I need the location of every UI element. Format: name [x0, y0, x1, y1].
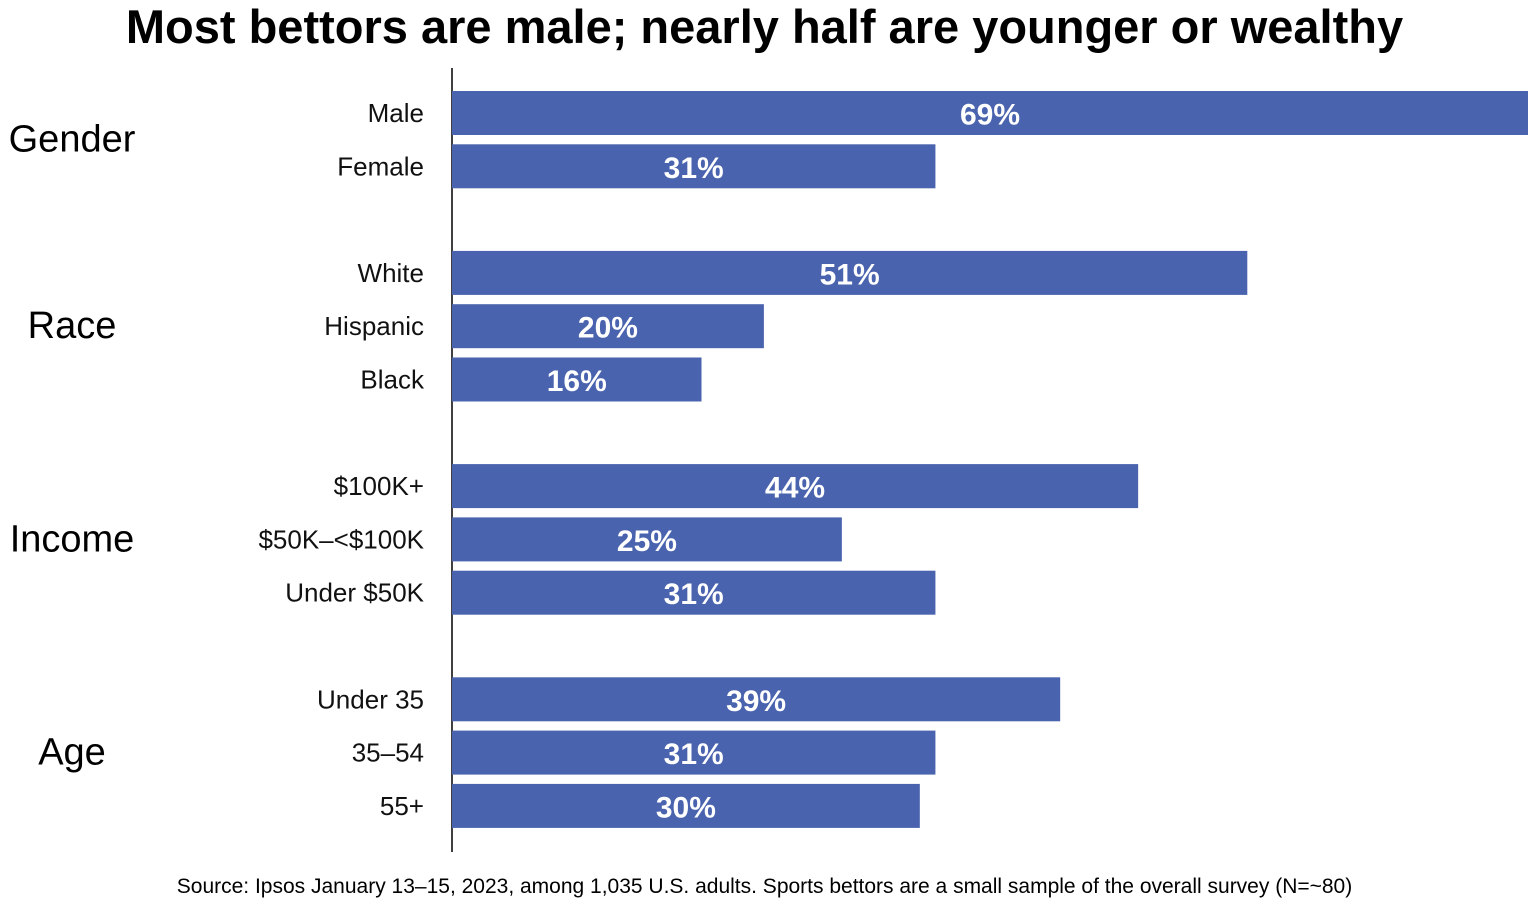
- bar: [452, 730, 936, 775]
- category-label: 35–54: [352, 738, 424, 768]
- bar-value-label: 39%: [726, 685, 786, 718]
- bar-value-label: 31%: [664, 152, 724, 185]
- bar-value-label: 44%: [765, 472, 825, 505]
- bar-value-label: 30%: [656, 791, 716, 824]
- bar: [452, 144, 936, 189]
- group-label: Income: [10, 518, 135, 560]
- bar: [452, 91, 1528, 135]
- bar: [452, 783, 920, 828]
- bar: [452, 304, 764, 349]
- bar: [452, 464, 1139, 509]
- group-label: Race: [28, 305, 117, 347]
- category-label: $100K+: [334, 471, 424, 501]
- category-label: Under 35: [317, 684, 424, 714]
- bar-value-label: 69%: [960, 99, 1020, 132]
- category-label: Male: [368, 98, 424, 128]
- category-label: Female: [337, 151, 424, 181]
- bar-value-label: 20%: [578, 312, 638, 345]
- bar: [452, 677, 1061, 722]
- category-label: 55+: [380, 791, 424, 821]
- source-note: Source: Ipsos January 13–15, 2023, among…: [176, 875, 1353, 898]
- chart-title: Most bettors are male; nearly half are y…: [125, 0, 1404, 53]
- category-label: Under $50K: [285, 578, 424, 608]
- group-label: Gender: [9, 119, 136, 161]
- bar-value-label: 25%: [617, 525, 677, 558]
- bar: [452, 517, 842, 562]
- bar-value-label: 31%: [664, 578, 724, 611]
- bar: [452, 570, 936, 615]
- bar-value-label: 51%: [820, 258, 880, 291]
- bar-value-label: 31%: [664, 738, 724, 771]
- bar-value-label: 16%: [547, 365, 607, 398]
- category-label: Hispanic: [324, 311, 424, 341]
- category-label: Black: [360, 365, 425, 395]
- category-label: $50K–<$100K: [258, 524, 424, 554]
- group-label: Age: [38, 732, 106, 774]
- bar: [452, 250, 1248, 295]
- bar: [452, 357, 702, 402]
- category-label: White: [358, 258, 424, 288]
